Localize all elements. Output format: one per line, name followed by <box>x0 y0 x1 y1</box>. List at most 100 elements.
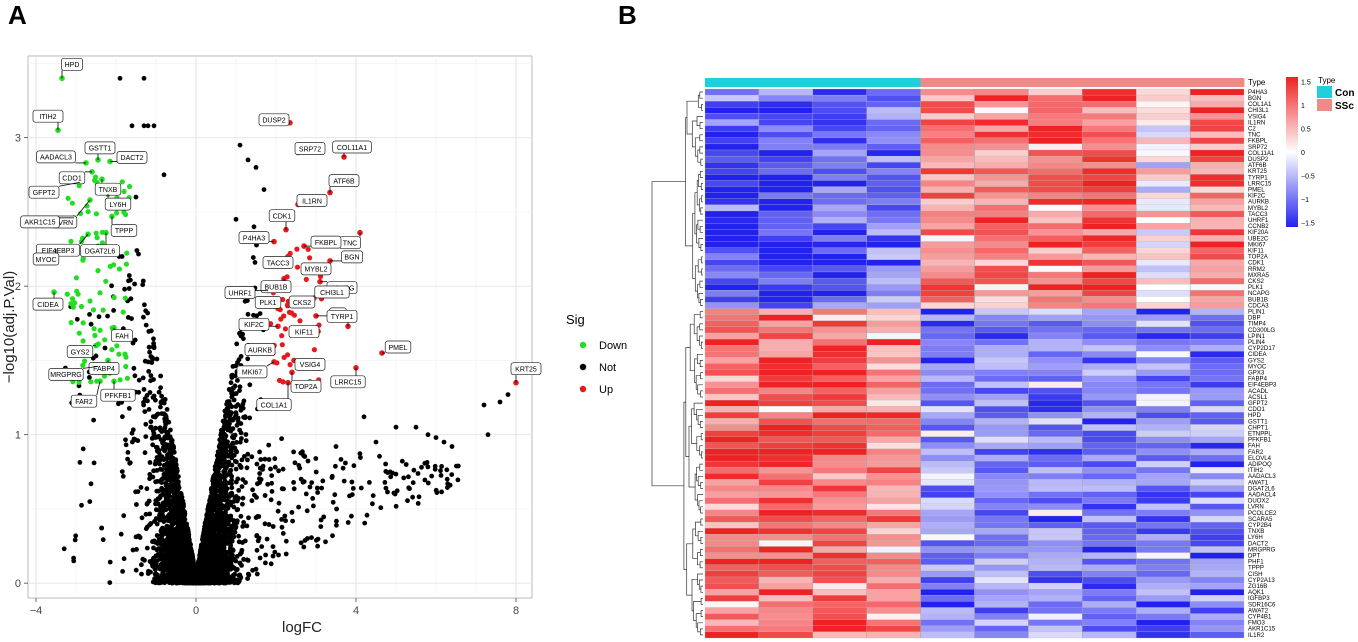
point-not <box>141 387 147 392</box>
gene-label: LRRC15 <box>335 380 362 387</box>
point-not <box>415 471 421 476</box>
point-not <box>229 492 235 498</box>
heatmap-cell <box>1136 101 1191 108</box>
point-not <box>178 492 184 498</box>
point-up <box>286 309 292 315</box>
heatmap-cell <box>1136 174 1191 181</box>
heatmap-cell <box>1189 229 1245 236</box>
point-not <box>223 509 228 515</box>
point-not <box>429 473 435 479</box>
point-up <box>294 264 301 270</box>
heatmap-cell <box>812 308 867 315</box>
heatmap-cell <box>1189 119 1245 126</box>
point-not <box>180 521 186 526</box>
point-not <box>74 316 80 322</box>
heatmap-cell <box>1189 143 1245 151</box>
heatmap-cell <box>1028 235 1083 242</box>
point-not <box>150 579 156 585</box>
heatmap-cell <box>974 149 1029 157</box>
heatmap-cell <box>866 223 921 230</box>
point-not <box>300 449 305 455</box>
heatmap-cell <box>812 162 867 169</box>
dendrogram-branch <box>700 207 703 215</box>
heatmap-cell <box>1189 265 1245 273</box>
heatmap-cell <box>1028 302 1083 309</box>
x-axis-title: logFC <box>282 619 322 636</box>
gene-label: UHRF1 <box>228 290 251 297</box>
heatmap-cell <box>866 247 921 254</box>
heatmap-cell <box>812 204 867 212</box>
point-not <box>87 499 93 504</box>
point-not <box>358 485 364 491</box>
point-not <box>217 551 223 557</box>
point-not <box>254 571 260 577</box>
point-not <box>315 543 320 549</box>
heatmap-cell <box>1028 180 1083 187</box>
point-not <box>151 377 156 382</box>
heatmap-cell <box>1189 125 1245 132</box>
point-not <box>107 580 113 585</box>
point-not <box>136 377 142 383</box>
point-not <box>156 488 162 494</box>
dendrogram-branch <box>700 390 703 398</box>
point-not <box>224 406 230 412</box>
point-not <box>206 502 212 507</box>
point-not <box>236 488 242 493</box>
point-not <box>164 492 170 498</box>
point-down <box>111 294 117 301</box>
heatmap-cell <box>1082 198 1137 206</box>
sig-legend: Sig Down Not Up <box>566 312 627 396</box>
heatmap-cell <box>1136 332 1191 340</box>
point-not <box>158 373 164 379</box>
heatmap-cell <box>1189 162 1245 169</box>
point-not <box>257 465 263 471</box>
point-not <box>270 544 276 549</box>
point-not <box>349 479 355 485</box>
heatmap-cell <box>1082 259 1137 267</box>
heatmap-cell <box>974 107 1029 114</box>
point-not <box>438 473 444 478</box>
heatmap-cell <box>704 265 760 273</box>
point-down <box>88 379 94 385</box>
gene-label: DUSP2 <box>262 118 285 125</box>
heatmap-cell <box>920 174 975 181</box>
gene-label: CDK1 <box>273 214 292 221</box>
heatmap-cell <box>1028 204 1083 212</box>
point-up <box>294 246 300 252</box>
heatmap-cell <box>974 119 1029 126</box>
gene-label: CHI3L1 <box>320 290 344 297</box>
point-down <box>124 375 130 381</box>
point-not <box>272 456 278 462</box>
point-not <box>253 566 259 572</box>
point-not <box>147 476 153 482</box>
point-not <box>157 427 163 433</box>
point-not <box>133 194 139 200</box>
point-not <box>341 478 347 484</box>
point-not <box>162 577 168 583</box>
point-not <box>269 480 275 486</box>
point-not <box>174 503 180 509</box>
point-not <box>219 537 224 542</box>
point-not <box>237 388 242 393</box>
point-down <box>93 230 99 236</box>
point-not <box>160 538 166 543</box>
point-not <box>383 469 389 474</box>
annotation-cell-ssc <box>920 78 975 87</box>
gene-label: ITIH2 <box>39 114 56 121</box>
point-not <box>485 432 491 438</box>
point-not <box>318 524 324 529</box>
heatmap-cell <box>1136 210 1191 218</box>
point-not <box>330 533 335 539</box>
point-down <box>93 211 99 217</box>
point-not <box>142 396 148 402</box>
point-not <box>210 476 216 481</box>
point-not <box>422 460 428 466</box>
heatmap-cell <box>1189 198 1245 206</box>
heatmap-cell <box>1082 88 1137 96</box>
point-not <box>210 529 216 535</box>
point-not <box>218 518 224 524</box>
heatmap-cell <box>1082 137 1137 145</box>
point-not <box>238 407 244 413</box>
dendrogram-branch <box>699 421 703 428</box>
point-not <box>142 450 148 456</box>
